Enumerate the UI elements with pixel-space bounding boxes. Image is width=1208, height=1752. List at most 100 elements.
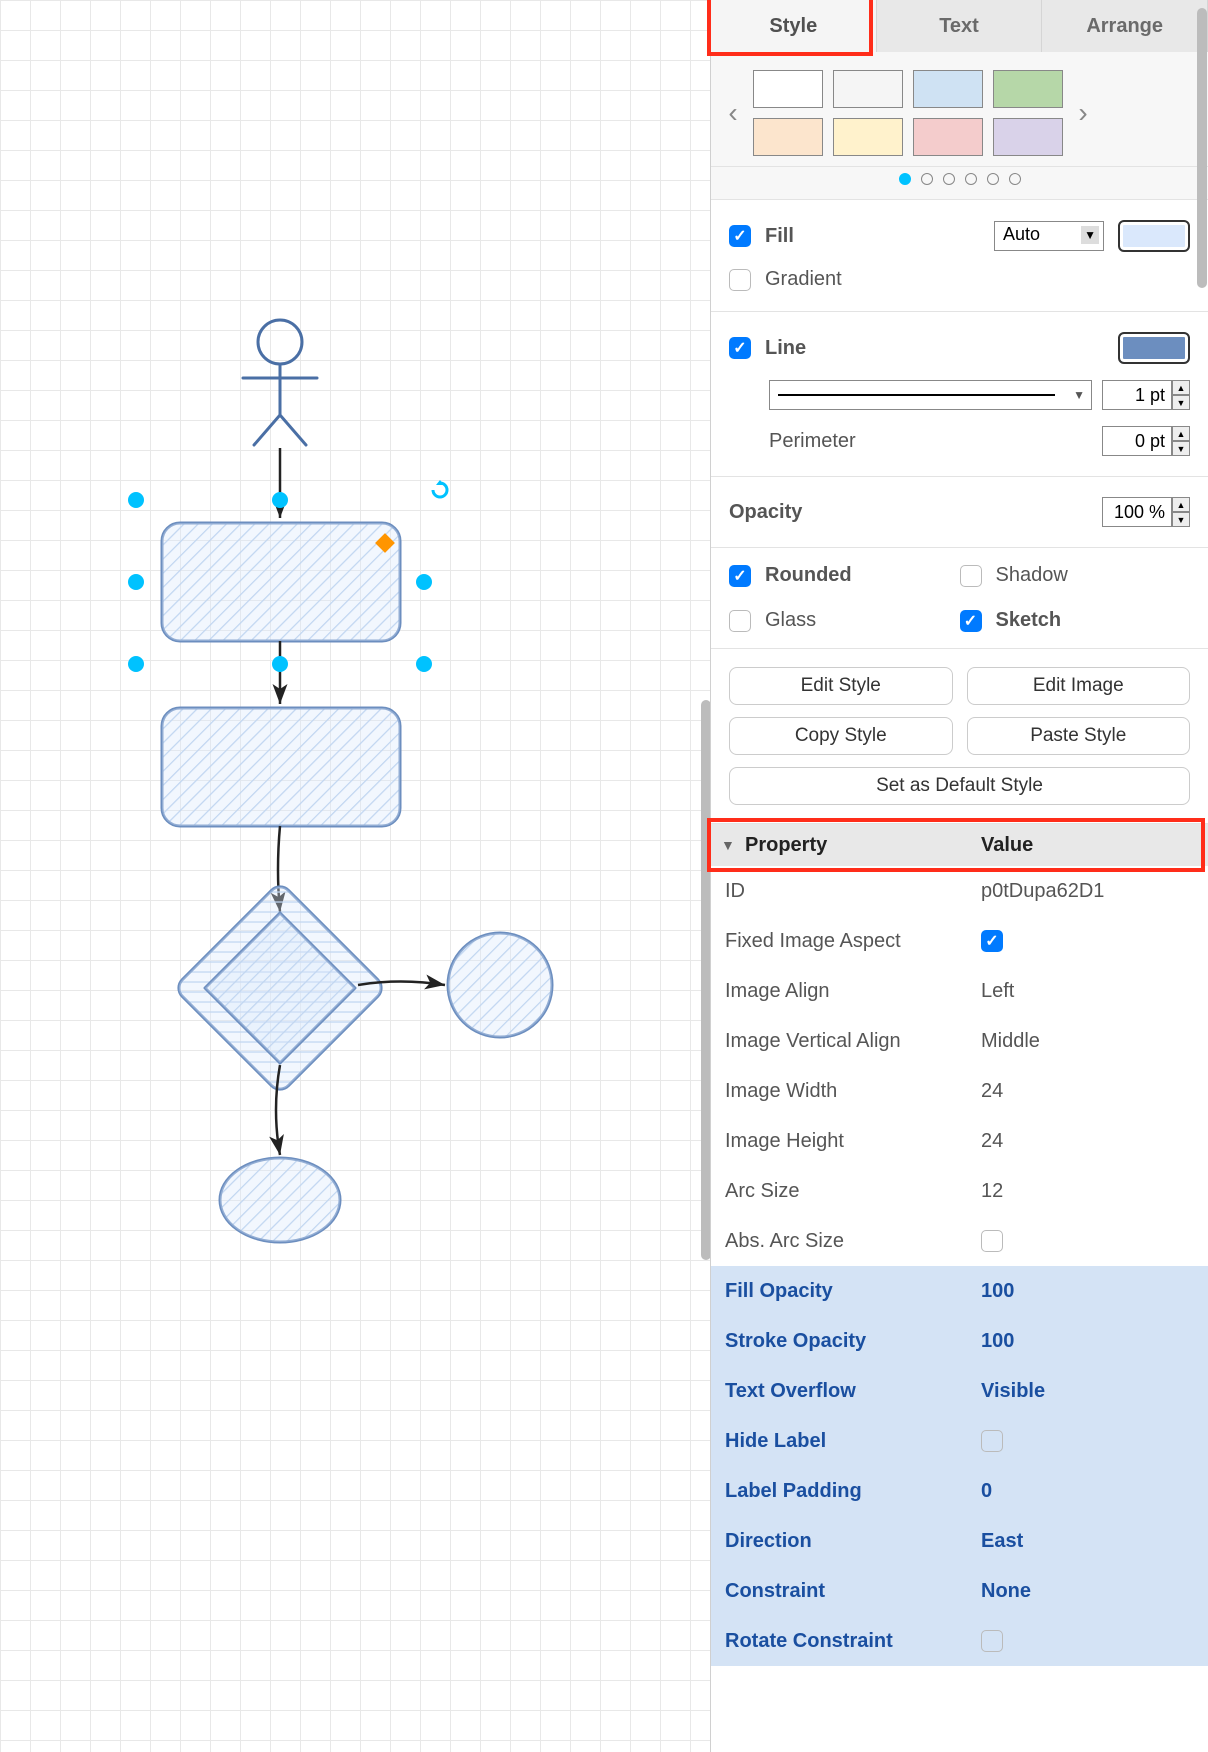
tab-style[interactable]: Style	[711, 0, 877, 52]
property-value[interactable]: 100	[981, 1280, 1208, 1303]
fill-mode-select[interactable]: Auto	[994, 221, 1104, 251]
property-row[interactable]: Fill Opacity100	[711, 1266, 1208, 1316]
selection-handle-s[interactable]	[272, 656, 288, 672]
property-value[interactable]: 0	[981, 1480, 1208, 1503]
property-row[interactable]: Label Padding0	[711, 1466, 1208, 1516]
property-row[interactable]: IDp0tDupa62D1	[711, 866, 1208, 916]
fill-checkbox[interactable]	[729, 225, 751, 247]
shadow-checkbox[interactable]	[960, 565, 982, 587]
property-value[interactable]: Visible	[981, 1380, 1208, 1403]
property-value[interactable]: p0tDupa62D1	[981, 880, 1208, 903]
canvas[interactable]	[0, 0, 710, 1752]
palette-dot-3[interactable]	[965, 173, 977, 185]
property-row[interactable]: Image Height24	[711, 1116, 1208, 1166]
selection-handle-n[interactable]	[272, 492, 288, 508]
property-value[interactable]: 100	[981, 1330, 1208, 1353]
selection-handle-e[interactable]	[416, 574, 432, 590]
property-name: Direction	[711, 1530, 981, 1553]
gradient-checkbox[interactable]	[729, 269, 751, 291]
shape-actor[interactable]	[243, 320, 317, 445]
opacity-up[interactable]: ▲	[1172, 497, 1190, 512]
property-value[interactable]: None	[981, 1580, 1208, 1603]
property-table-header[interactable]: ▼ Property Value	[711, 824, 1208, 866]
property-checkbox[interactable]	[981, 1630, 1003, 1652]
tab-arrange[interactable]: Arrange	[1042, 0, 1208, 52]
rounded-checkbox[interactable]	[729, 565, 751, 587]
palette-prev-icon[interactable]: ‹	[721, 101, 745, 125]
collapse-icon[interactable]: ▼	[721, 837, 735, 853]
line-color-well[interactable]	[1118, 332, 1190, 364]
property-value[interactable]	[981, 1430, 1208, 1452]
property-row[interactable]: Stroke Opacity100	[711, 1316, 1208, 1366]
property-row[interactable]: Abs. Arc Size	[711, 1216, 1208, 1266]
gradient-label: Gradient	[765, 268, 842, 291]
property-row[interactable]: Text OverflowVisible	[711, 1366, 1208, 1416]
line-width-up[interactable]: ▲	[1172, 380, 1190, 395]
property-row[interactable]: Image Vertical AlignMiddle	[711, 1016, 1208, 1066]
palette-swatch-5[interactable]	[833, 118, 903, 156]
palette-dot-0[interactable]	[899, 173, 911, 185]
perimeter-down[interactable]: ▼	[1172, 441, 1190, 456]
property-value[interactable]	[981, 1230, 1208, 1252]
line-style-select[interactable]	[769, 380, 1092, 410]
perimeter-label: Perimeter	[769, 430, 856, 453]
property-row[interactable]: Fixed Image Aspect	[711, 916, 1208, 966]
property-checkbox[interactable]	[981, 930, 1003, 952]
line-width-input[interactable]	[1102, 380, 1172, 410]
edit-style-button[interactable]: Edit Style	[729, 667, 953, 705]
perimeter-input[interactable]	[1102, 426, 1172, 456]
palette-swatch-2[interactable]	[913, 70, 983, 108]
property-row[interactable]: DirectionEast	[711, 1516, 1208, 1566]
opacity-down[interactable]: ▼	[1172, 512, 1190, 527]
property-checkbox[interactable]	[981, 1230, 1003, 1252]
property-row[interactable]: Rotate Constraint	[711, 1616, 1208, 1666]
palette-dot-5[interactable]	[1009, 173, 1021, 185]
selection-handle-nw[interactable]	[128, 492, 144, 508]
fill-color-well[interactable]	[1118, 220, 1190, 252]
property-name: Text Overflow	[711, 1380, 981, 1403]
property-name: Fixed Image Aspect	[711, 930, 981, 953]
property-row[interactable]: Image AlignLeft	[711, 966, 1208, 1016]
tab-text[interactable]: Text	[877, 0, 1043, 52]
perimeter-up[interactable]: ▲	[1172, 426, 1190, 441]
panel-scrollbar[interactable]	[1196, 0, 1208, 1752]
property-row[interactable]: Image Width24	[711, 1066, 1208, 1116]
palette-next-icon[interactable]: ›	[1071, 101, 1095, 125]
selection-handle-se[interactable]	[416, 656, 432, 672]
palette-dot-4[interactable]	[987, 173, 999, 185]
property-value[interactable]: Left	[981, 980, 1208, 1003]
property-list: IDp0tDupa62D1 Fixed Image Aspect Image Ali…	[711, 866, 1208, 1666]
glass-checkbox[interactable]	[729, 610, 751, 632]
sketch-checkbox[interactable]	[960, 610, 982, 632]
property-row[interactable]: Hide Label	[711, 1416, 1208, 1466]
property-value[interactable]	[981, 930, 1208, 952]
property-row[interactable]: Arc Size12	[711, 1166, 1208, 1216]
property-value[interactable]: 24	[981, 1080, 1208, 1103]
palette-swatch-3[interactable]	[993, 70, 1063, 108]
property-name: Image Height	[711, 1130, 981, 1153]
palette-dot-1[interactable]	[921, 173, 933, 185]
palette-swatch-1[interactable]	[833, 70, 903, 108]
palette-dot-2[interactable]	[943, 173, 955, 185]
palette-swatch-6[interactable]	[913, 118, 983, 156]
selection-handle-w[interactable]	[128, 574, 144, 590]
edit-image-button[interactable]: Edit Image	[967, 667, 1191, 705]
property-checkbox[interactable]	[981, 1430, 1003, 1452]
copy-style-button[interactable]: Copy Style	[729, 717, 953, 755]
opacity-input[interactable]	[1102, 497, 1172, 527]
property-value[interactable]: 12	[981, 1180, 1208, 1203]
line-width-down[interactable]: ▼	[1172, 395, 1190, 410]
selection-handle-sw[interactable]	[128, 656, 144, 672]
palette-swatch-4[interactable]	[753, 118, 823, 156]
palette-swatch-0[interactable]	[753, 70, 823, 108]
set-default-style-button[interactable]: Set as Default Style	[729, 767, 1190, 805]
palette-swatch-7[interactable]	[993, 118, 1063, 156]
paste-style-button[interactable]: Paste Style	[967, 717, 1191, 755]
property-row[interactable]: ConstraintNone	[711, 1566, 1208, 1616]
property-value[interactable]: 24	[981, 1130, 1208, 1153]
rotate-handle[interactable]	[430, 480, 450, 500]
line-checkbox[interactable]	[729, 337, 751, 359]
property-value[interactable]	[981, 1630, 1208, 1652]
property-value[interactable]: East	[981, 1530, 1208, 1553]
property-value[interactable]: Middle	[981, 1030, 1208, 1053]
